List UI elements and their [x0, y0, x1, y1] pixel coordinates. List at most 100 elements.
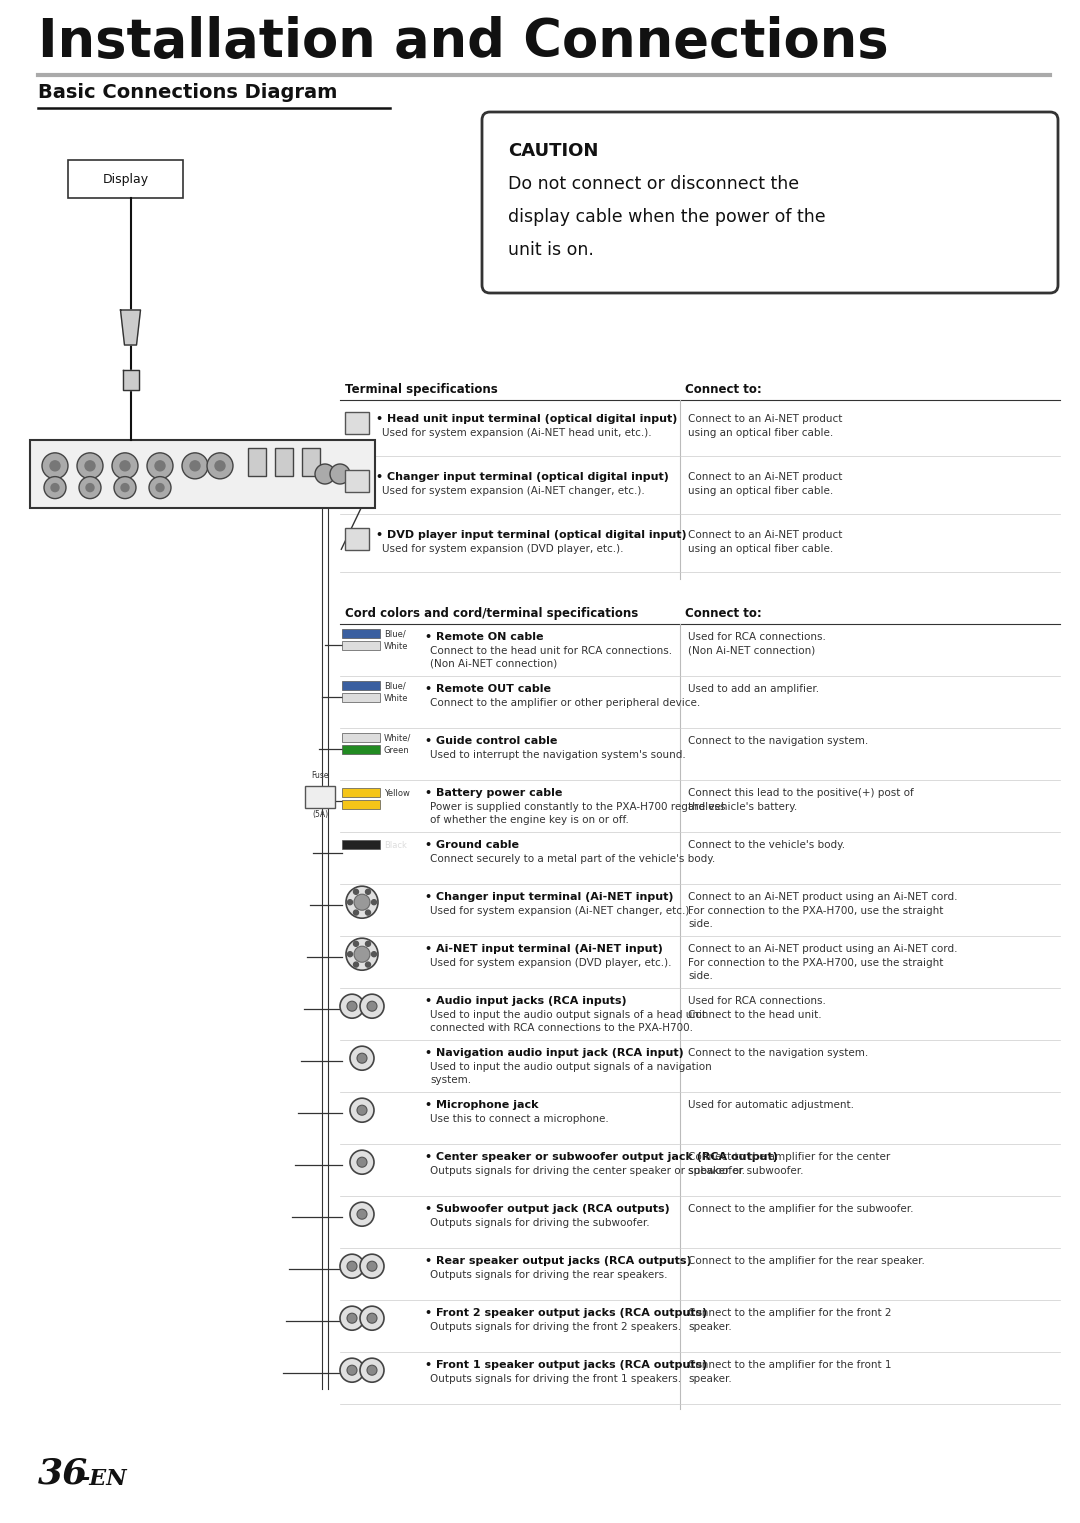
Bar: [345, 413, 369, 434]
Text: Outputs signals for driving the rear speakers.: Outputs signals for driving the rear spe…: [430, 1270, 667, 1279]
Text: White/: White/: [384, 734, 411, 743]
Text: CAUTION: CAUTION: [508, 142, 598, 160]
Circle shape: [79, 477, 102, 498]
Circle shape: [347, 1365, 357, 1375]
Text: Installation and Connections: Installation and Connections: [38, 17, 889, 69]
Circle shape: [215, 461, 225, 471]
Text: • DVD player input terminal (optical digital input): • DVD player input terminal (optical dig…: [376, 530, 687, 541]
Circle shape: [353, 963, 359, 967]
Text: • Battery power cable: • Battery power cable: [426, 787, 563, 798]
Circle shape: [147, 452, 173, 478]
Bar: [305, 786, 335, 809]
Circle shape: [112, 452, 138, 478]
Text: Used for system expansion (Ai-NET head unit, etc.).: Used for system expansion (Ai-NET head u…: [382, 428, 651, 439]
Bar: [342, 733, 380, 742]
Text: • Front 2 speaker output jacks (RCA outputs): • Front 2 speaker output jacks (RCA outp…: [426, 1308, 707, 1317]
Circle shape: [367, 1313, 377, 1323]
Circle shape: [360, 995, 384, 1019]
Text: Connect securely to a metal part of the vehicle's body.: Connect securely to a metal part of the …: [430, 854, 715, 864]
Text: Connect to:: Connect to:: [685, 382, 761, 396]
Circle shape: [365, 911, 370, 915]
Circle shape: [183, 452, 208, 478]
Circle shape: [365, 889, 370, 894]
Text: Cord colors and cord/terminal specifications: Cord colors and cord/terminal specificat…: [345, 608, 638, 620]
Text: Do not connect or disconnect the: Do not connect or disconnect the: [508, 175, 799, 193]
Bar: [342, 745, 380, 754]
Circle shape: [350, 1046, 374, 1071]
Circle shape: [372, 952, 377, 956]
Text: (5A): (5A): [312, 810, 328, 819]
Text: Connect to an Ai-NET product
using an optical fiber cable.: Connect to an Ai-NET product using an op…: [688, 530, 842, 554]
Text: display cable when the power of the: display cable when the power of the: [508, 209, 825, 225]
Text: • Audio input jacks (RCA inputs): • Audio input jacks (RCA inputs): [426, 996, 626, 1007]
Text: • Center speaker or subwoofer output jack (RCA output): • Center speaker or subwoofer output jac…: [426, 1151, 778, 1162]
Text: • Head unit input terminal (optical digital input): • Head unit input terminal (optical digi…: [376, 414, 677, 423]
Circle shape: [340, 1307, 364, 1330]
Circle shape: [42, 452, 68, 478]
Text: Power is supplied constantly to the PXA-H700 regardless
of whether the engine ke: Power is supplied constantly to the PXA-…: [430, 803, 726, 825]
Text: Black: Black: [384, 841, 407, 850]
Bar: [30, 440, 375, 509]
Text: Connect to:: Connect to:: [685, 608, 761, 620]
FancyBboxPatch shape: [482, 113, 1058, 292]
Text: Used for RCA connections.
(Non Ai-NET connection): Used for RCA connections. (Non Ai-NET co…: [688, 632, 826, 655]
Text: • Ai-NET input terminal (Ai-NET input): • Ai-NET input terminal (Ai-NET input): [426, 944, 663, 953]
Polygon shape: [121, 311, 140, 346]
Text: Blue/: Blue/: [384, 681, 406, 690]
Text: -EN: -EN: [80, 1468, 126, 1489]
Circle shape: [330, 465, 350, 484]
Polygon shape: [122, 370, 138, 390]
Text: Green: Green: [384, 745, 409, 754]
Text: Connect to the navigation system.: Connect to the navigation system.: [688, 736, 868, 746]
Bar: [342, 693, 380, 702]
Text: Used for system expansion (Ai-NET changer, etc.).: Used for system expansion (Ai-NET change…: [430, 906, 692, 915]
Text: Connect to an Ai-NET product
using an optical fiber cable.: Connect to an Ai-NET product using an op…: [688, 472, 842, 496]
Circle shape: [354, 894, 370, 911]
Text: Used to input the audio output signals of a navigation
system.: Used to input the audio output signals o…: [430, 1062, 712, 1084]
Text: White: White: [384, 641, 408, 650]
Bar: [342, 629, 380, 638]
Text: Outputs signals for driving the center speaker or subwoofer.: Outputs signals for driving the center s…: [430, 1167, 745, 1176]
Circle shape: [85, 461, 95, 471]
Text: Use this to connect a microphone.: Use this to connect a microphone.: [430, 1113, 609, 1124]
Text: • Ground cable: • Ground cable: [426, 841, 519, 850]
Text: • Navigation audio input jack (RCA input): • Navigation audio input jack (RCA input…: [426, 1048, 684, 1058]
Circle shape: [350, 1150, 374, 1174]
Circle shape: [348, 952, 352, 956]
Bar: [342, 841, 380, 848]
Text: • Remote OUT cable: • Remote OUT cable: [426, 684, 551, 694]
Bar: [248, 448, 266, 477]
Circle shape: [207, 452, 233, 478]
Circle shape: [156, 484, 164, 492]
Text: Connect to the vehicle's body.: Connect to the vehicle's body.: [688, 841, 846, 850]
Circle shape: [120, 461, 130, 471]
Circle shape: [77, 452, 103, 478]
Circle shape: [340, 1255, 364, 1278]
Text: • Remote ON cable: • Remote ON cable: [426, 632, 543, 643]
Bar: [342, 681, 380, 690]
Text: Connect to the head unit for RCA connections.
(Non Ai-NET connection): Connect to the head unit for RCA connect…: [430, 646, 672, 669]
Text: • Subwoofer output jack (RCA outputs): • Subwoofer output jack (RCA outputs): [426, 1205, 670, 1214]
Bar: [342, 800, 380, 809]
Circle shape: [357, 1054, 367, 1063]
Circle shape: [315, 465, 335, 484]
Circle shape: [114, 477, 136, 498]
Circle shape: [340, 995, 364, 1019]
Text: Used for automatic adjustment.: Used for automatic adjustment.: [688, 1100, 854, 1110]
Text: Used for system expansion (Ai-NET changer, etc.).: Used for system expansion (Ai-NET change…: [382, 486, 645, 496]
Text: Connect to an Ai-NET product using an Ai-NET cord.
For connection to the PXA-H70: Connect to an Ai-NET product using an Ai…: [688, 892, 958, 929]
Text: Connect to the amplifier for the center
speaker or subwoofer.: Connect to the amplifier for the center …: [688, 1151, 890, 1176]
Circle shape: [350, 1202, 374, 1226]
Text: • Guide control cable: • Guide control cable: [426, 736, 557, 746]
Text: Used for system expansion (DVD player, etc.).: Used for system expansion (DVD player, e…: [430, 958, 672, 969]
Circle shape: [357, 1209, 367, 1220]
Text: unit is on.: unit is on.: [508, 241, 594, 259]
Circle shape: [357, 1106, 367, 1115]
Text: Connect to the amplifier for the rear speaker.: Connect to the amplifier for the rear sp…: [688, 1256, 924, 1266]
Circle shape: [350, 1098, 374, 1122]
Circle shape: [346, 938, 378, 970]
Bar: [345, 528, 369, 550]
Text: Connect this lead to the positive(+) post of
the vehicle's battery.: Connect this lead to the positive(+) pos…: [688, 787, 914, 812]
Text: Connect to an Ai-NET product using an Ai-NET cord.
For connection to the PXA-H70: Connect to an Ai-NET product using an Ai…: [688, 944, 958, 981]
Circle shape: [353, 889, 359, 894]
